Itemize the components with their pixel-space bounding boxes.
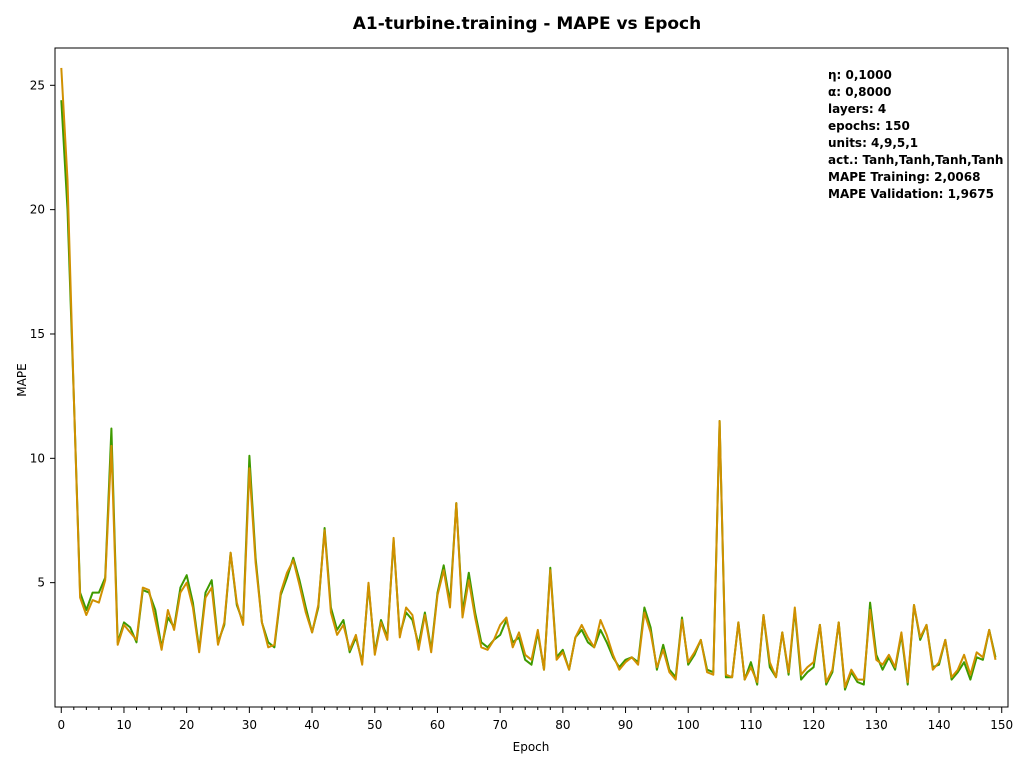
x-tick-label: 70 xyxy=(493,718,508,732)
x-tick-label: 140 xyxy=(928,718,951,732)
y-tick-label: 25 xyxy=(30,78,45,92)
x-tick-label: 0 xyxy=(57,718,65,732)
x-tick-label: 80 xyxy=(555,718,570,732)
info-box: η: 0,1000 α: 0,8000 layers: 4 epochs: 150 un… xyxy=(828,68,1003,201)
x-tick-label: 110 xyxy=(739,718,762,732)
y-tick-label: 20 xyxy=(30,203,45,217)
plot-frame xyxy=(54,47,1009,708)
x-tick-label: 20 xyxy=(179,718,194,732)
info-line: epochs: 150 xyxy=(828,119,910,133)
chart-title: A1-turbine.training - MAPE vs Epoch xyxy=(353,14,701,34)
x-tick-label: 30 xyxy=(242,718,257,732)
info-line: η: 0,1000 xyxy=(828,68,892,82)
x-axis-label: Epoch xyxy=(513,740,550,754)
y-tick-label: 10 xyxy=(30,451,45,465)
series-line-2 xyxy=(60,67,997,689)
x-tick-label: 90 xyxy=(618,718,633,732)
series-layer xyxy=(60,67,997,691)
x-tick-label: 60 xyxy=(430,718,445,732)
info-line: MAPE Training: 2,0068 xyxy=(828,170,980,184)
x-tick-label: 100 xyxy=(677,718,700,732)
y-axis: 5 10 15 20 25 xyxy=(30,78,55,590)
x-tick-label: 130 xyxy=(865,718,888,732)
x-axis: 0 10 20 30 40 50 60 70 80 90 100 110 120 130 140 150 xyxy=(57,707,1013,732)
info-line: act.: Tanh,Tanh,Tanh,Tanh xyxy=(828,153,1003,167)
info-line: units: 4,9,5,1 xyxy=(828,136,918,150)
x-tick-label: 120 xyxy=(802,718,825,732)
info-line: layers: 4 xyxy=(828,102,886,116)
info-line: MAPE Validation: 1,9675 xyxy=(828,187,994,201)
y-tick-label: 15 xyxy=(30,327,45,341)
x-tick-label: 150 xyxy=(990,718,1013,732)
y-tick-label: 5 xyxy=(37,576,45,590)
y-axis-label: MAPE xyxy=(15,363,29,396)
x-tick-label: 40 xyxy=(304,718,319,732)
x-tick-label: 50 xyxy=(367,718,382,732)
x-tick-label: 10 xyxy=(116,718,131,732)
info-line: α: 0,8000 xyxy=(828,85,892,99)
